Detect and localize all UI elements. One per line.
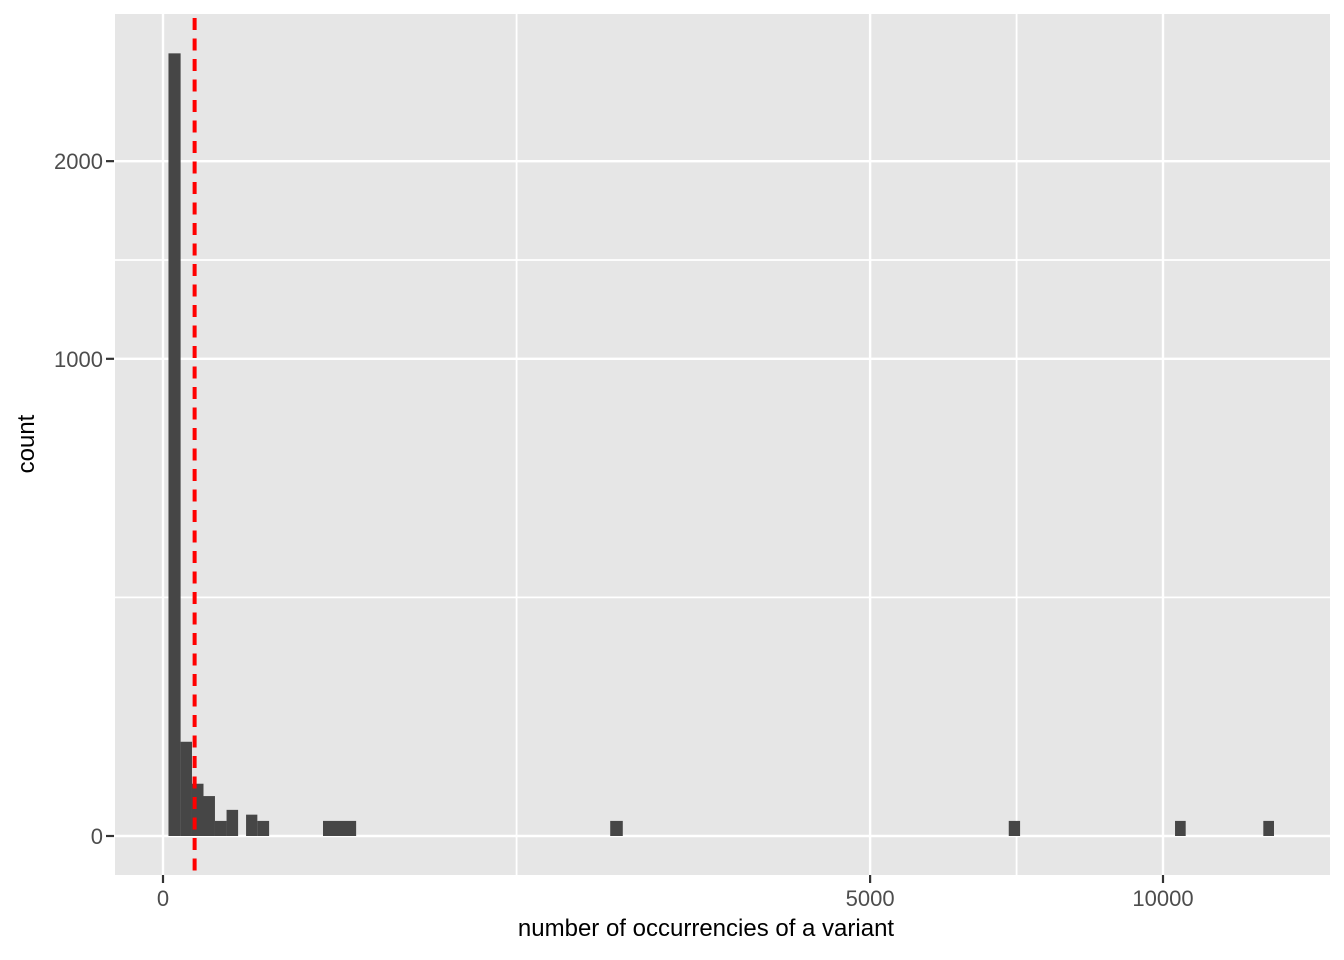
histogram-bar (610, 820, 623, 836)
histogram-bar (246, 814, 258, 836)
x-axis-title: number of occurrencies of a variant (518, 915, 895, 942)
minor-gridlines (115, 14, 1330, 875)
y-tick-label: 1000 (54, 347, 103, 372)
y-tick-label: 0 (91, 824, 103, 849)
x-axis-tick-labels: 0 5000 10000 (157, 886, 1194, 911)
plot-panel (115, 14, 1330, 875)
histogram-bars (168, 53, 1274, 836)
x-tick-label: 0 (157, 886, 169, 911)
y-axis-title: count (13, 414, 40, 473)
histogram-bar (214, 820, 227, 836)
y-tick-label: 2000 (54, 149, 103, 174)
major-gridlines (115, 14, 1330, 875)
x-tick-label: 5000 (846, 886, 895, 911)
histogram-bar (191, 783, 204, 836)
x-tick-label: 10000 (1132, 886, 1193, 911)
histogram-bar (323, 820, 357, 836)
histogram-bar (257, 820, 270, 836)
histogram-bar (180, 741, 192, 836)
y-axis-tick-labels: 0 1000 2000 (54, 149, 103, 849)
histogram-bar (226, 809, 239, 836)
histogram-bar (203, 796, 215, 836)
axis-ticks (106, 160, 1165, 883)
histogram-bar (1263, 820, 1274, 836)
histogram-bar (1175, 820, 1186, 836)
histogram-bar (1008, 820, 1021, 836)
histogram-bar (168, 53, 181, 836)
